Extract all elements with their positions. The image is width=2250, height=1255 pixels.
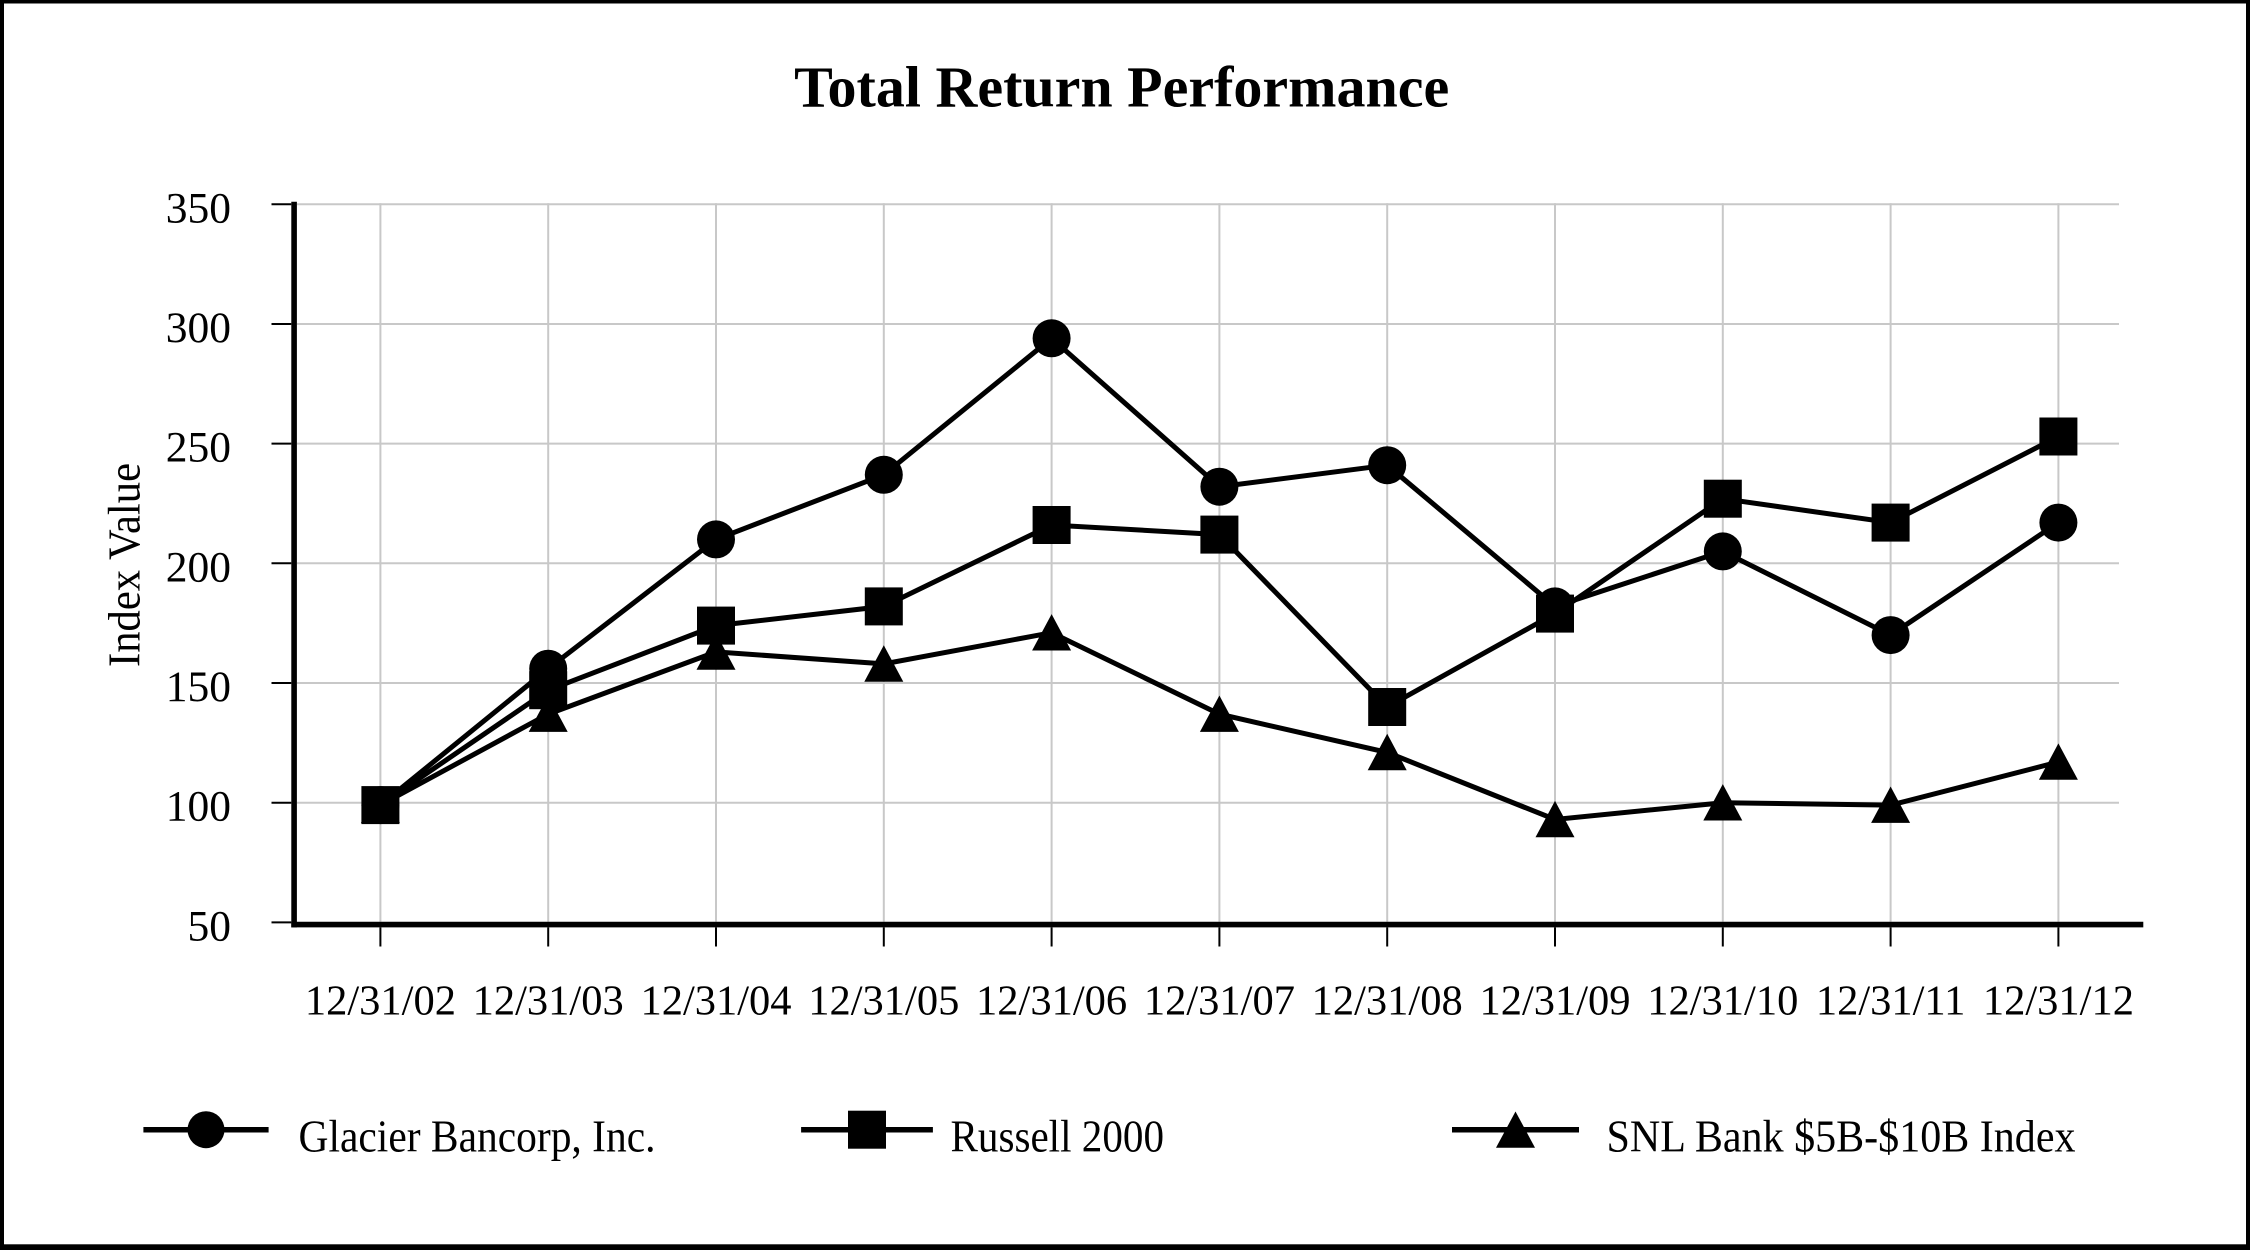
- svg-text:12/31/03: 12/31/03: [473, 977, 624, 1024]
- svg-text:Glacier Bancorp, Inc.: Glacier Bancorp, Inc.: [299, 1112, 656, 1162]
- svg-text:Index Value: Index Value: [99, 463, 149, 667]
- svg-text:100: 100: [166, 783, 231, 831]
- svg-text:150: 150: [166, 663, 231, 711]
- svg-text:200: 200: [166, 543, 231, 591]
- svg-text:12/31/08: 12/31/08: [1312, 977, 1463, 1024]
- svg-text:Total Return Performance: Total Return Performance: [794, 55, 1449, 120]
- svg-text:Russell 2000: Russell 2000: [951, 1112, 1165, 1162]
- svg-text:250: 250: [166, 424, 231, 472]
- svg-text:12/31/10: 12/31/10: [1647, 977, 1798, 1024]
- svg-text:12/31/04: 12/31/04: [640, 977, 791, 1024]
- svg-text:12/31/12: 12/31/12: [1983, 977, 2134, 1024]
- svg-text:SNL Bank $5B-$10B Index: SNL Bank $5B-$10B Index: [1607, 1112, 2076, 1162]
- svg-text:12/31/02: 12/31/02: [305, 977, 456, 1024]
- svg-text:12/31/09: 12/31/09: [1479, 977, 1630, 1024]
- svg-text:12/31/11: 12/31/11: [1816, 977, 1966, 1024]
- svg-text:300: 300: [166, 304, 231, 352]
- svg-text:350: 350: [166, 184, 231, 232]
- svg-text:12/31/05: 12/31/05: [808, 977, 959, 1024]
- svg-text:50: 50: [188, 902, 232, 950]
- svg-text:12/31/06: 12/31/06: [976, 977, 1127, 1024]
- svg-text:12/31/07: 12/31/07: [1144, 977, 1295, 1024]
